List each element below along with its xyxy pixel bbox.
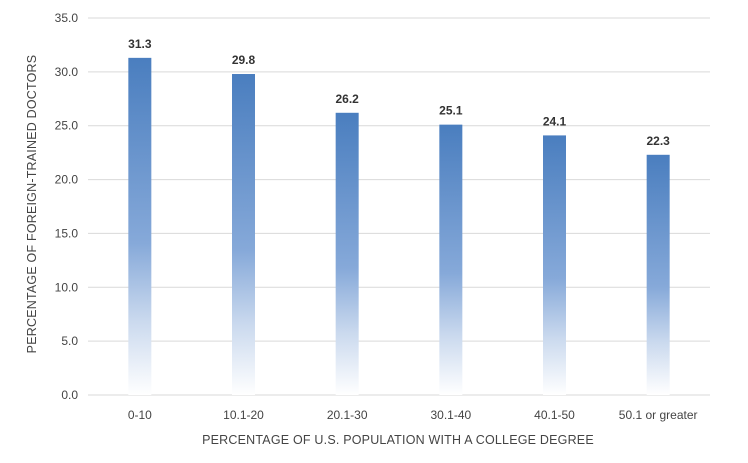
data-label: 25.1	[439, 104, 463, 118]
y-axis-title: PERCENTAGE OF FOREIGN-TRAINED DOCTORS	[25, 55, 39, 354]
bar	[646, 154, 670, 395]
x-tick-label: 30.1-40	[430, 408, 471, 422]
data-label: 24.1	[543, 114, 567, 128]
data-label: 22.3	[646, 134, 670, 148]
y-tick-label: 30.0	[55, 65, 79, 79]
x-tick-label: 20.1-30	[327, 408, 368, 422]
bars	[128, 57, 670, 396]
y-tick-label: 10.0	[55, 280, 79, 294]
y-axis-ticks: 0.0 5.0 10.0 15.0 20.0 25.0 30.0 35.0	[55, 11, 79, 402]
gridlines	[88, 17, 710, 396]
y-tick-label: 35.0	[55, 11, 79, 25]
y-tick-label: 0.0	[61, 388, 78, 402]
x-axis-ticks: 0-10 10.1-20 20.1-30 30.1-40 40.1-50 50.1 or …	[128, 408, 698, 422]
bar	[128, 57, 152, 396]
x-tick-label: 50.1 or greater	[619, 408, 698, 422]
data-label: 26.2	[335, 92, 359, 106]
y-tick-label: 5.0	[61, 334, 78, 348]
y-tick-label: 20.0	[55, 173, 79, 187]
bar	[543, 135, 566, 395]
data-label: 31.3	[128, 37, 152, 51]
x-tick-label: 40.1-50	[534, 408, 575, 422]
y-tick-label: 25.0	[55, 119, 79, 133]
x-tick-label: 0-10	[128, 408, 152, 422]
bar	[335, 112, 359, 395]
x-axis-title: PERCENTAGE OF U.S. POPULATION WITH A COL…	[202, 433, 594, 447]
x-tick-label: 10.1-20	[223, 408, 264, 422]
y-tick-label: 15.0	[55, 226, 79, 240]
bar	[439, 124, 463, 395]
data-labels: 31.3 29.8 26.2 25.1 24.1 22.3	[128, 37, 670, 148]
bar	[232, 74, 255, 396]
data-label: 29.8	[232, 53, 256, 67]
